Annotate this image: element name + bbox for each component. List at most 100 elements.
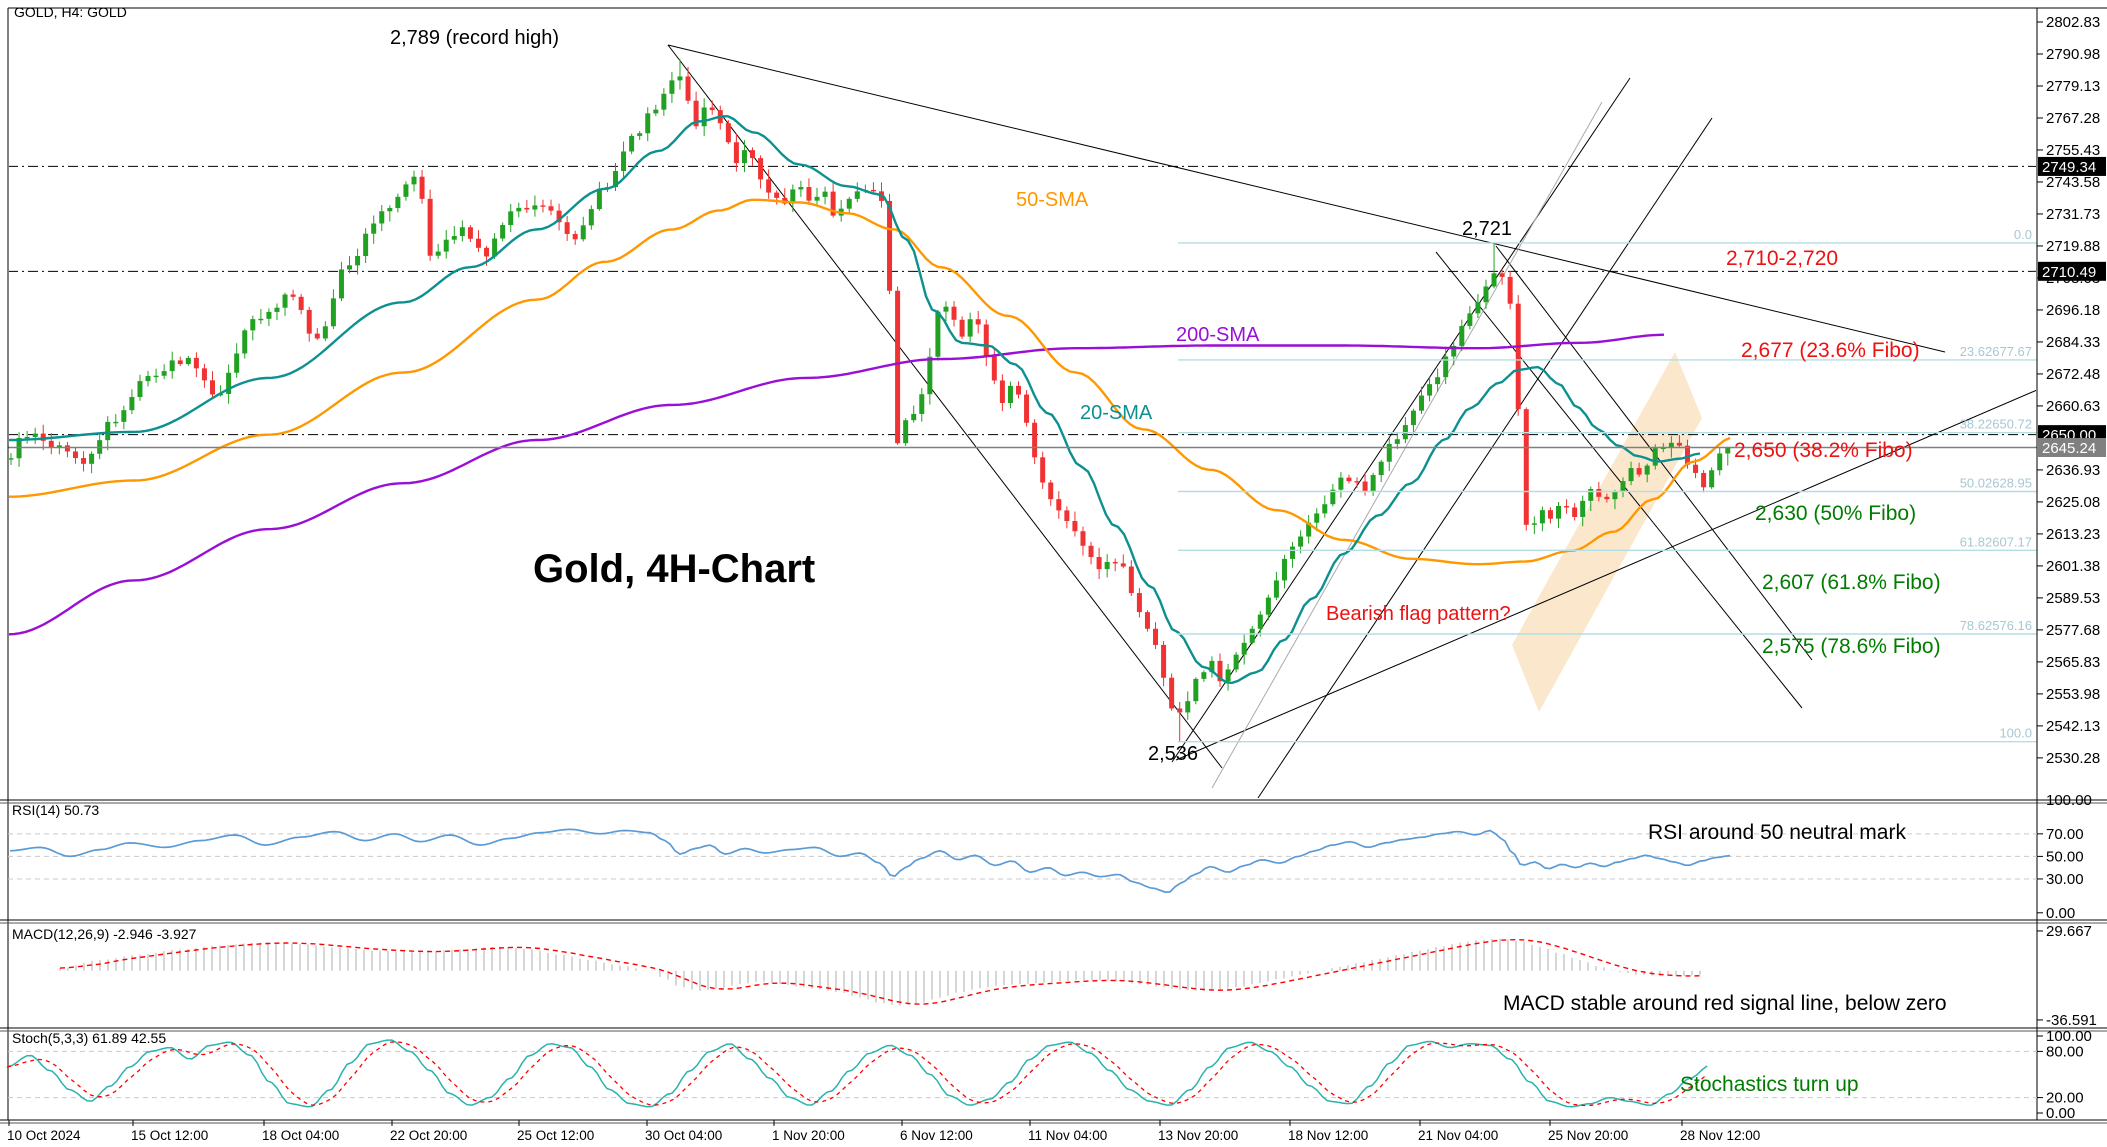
candle-body xyxy=(32,433,38,437)
candle-body xyxy=(9,458,14,460)
stoch-axis-label: 0.00 xyxy=(2046,1105,2075,1122)
candle-body xyxy=(1539,510,1545,524)
candle-body xyxy=(1717,453,1723,471)
candle-body xyxy=(1596,489,1602,497)
candle-body xyxy=(1016,385,1021,395)
sma-20-line xyxy=(9,115,1701,685)
candle-body xyxy=(540,205,546,207)
macd-panel-label: MACD(12,26,9) -2.946 -3.927 xyxy=(12,926,197,942)
candle-body xyxy=(1007,385,1013,403)
candle-body xyxy=(1346,477,1352,482)
candle-body xyxy=(806,187,812,201)
candle-body xyxy=(613,171,618,188)
rsi-panel-label: RSI(14) 50.73 xyxy=(12,802,100,818)
candle-body xyxy=(1265,597,1271,615)
rsi-note: RSI around 50 neutral mark xyxy=(1648,821,1906,844)
price-axis-label: 2553.98 xyxy=(2046,686,2100,703)
candle-body xyxy=(1709,470,1715,488)
candle-body xyxy=(588,209,594,226)
sma-200-line xyxy=(9,333,1665,636)
candle-body xyxy=(1435,377,1441,385)
trendline xyxy=(667,44,1946,353)
rsi-axis-label: 0.00 xyxy=(2046,905,2075,922)
candle-body xyxy=(1225,669,1231,682)
time-axis-label: 10 Oct 2024 xyxy=(7,1128,81,1143)
candle-body xyxy=(1104,561,1110,570)
time-axis-label: 11 Nov 04:00 xyxy=(1028,1128,1107,1143)
candle-body xyxy=(169,360,175,372)
candle-body xyxy=(435,251,441,256)
candle-body xyxy=(572,233,578,240)
candle-body xyxy=(621,151,627,172)
candle-body xyxy=(1040,457,1046,483)
candle-body xyxy=(1572,507,1578,517)
candle-body xyxy=(1515,303,1521,410)
stoch-panel-label: Stoch(5,3,3) 61.89 42.55 xyxy=(12,1030,167,1046)
rsi-panel: 100.00 70.00 50.00 30.00 0.00 xyxy=(8,792,2092,922)
candle-body xyxy=(1064,510,1070,522)
candle-body xyxy=(1684,445,1690,465)
candle-body xyxy=(790,189,796,204)
macd-note: MACD stable around red signal line, belo… xyxy=(1503,992,1947,1015)
price-axis-label: 2802.83 xyxy=(2046,14,2100,31)
candle-body xyxy=(1531,523,1537,525)
candle-body xyxy=(403,184,409,197)
median-trendline xyxy=(1211,101,1603,789)
time-axis: 10 Oct 2024 15 Oct 12:00 18 Oct 04:00 22 Oc… xyxy=(7,1120,1760,1143)
sma20-label: 20-SMA xyxy=(1080,402,1153,424)
candle-body xyxy=(1394,439,1400,444)
candle-body xyxy=(1580,500,1586,517)
macd-axis-label: 29.667 xyxy=(2046,923,2092,940)
time-axis-label: 1 Nov 20:00 xyxy=(772,1128,845,1143)
candle-body xyxy=(677,76,683,81)
time-axis-label: 13 Nov 20:00 xyxy=(1158,1128,1238,1143)
trendline xyxy=(1175,389,2036,761)
fibo-level-label: 78.62576.16 xyxy=(1960,618,2032,633)
candle-body xyxy=(580,225,586,240)
candle-body xyxy=(40,433,46,441)
candle-body xyxy=(975,319,981,325)
candle-body xyxy=(1241,642,1247,655)
candle-body xyxy=(951,306,957,320)
candle-body xyxy=(919,394,925,414)
candle-body xyxy=(459,227,465,237)
candle-body xyxy=(1588,489,1594,501)
candle-body xyxy=(741,150,747,164)
rsi-line xyxy=(9,828,1731,893)
candle-body xyxy=(629,135,635,152)
candle-body xyxy=(1419,395,1424,411)
fibo-level-label: 38.22650.72 xyxy=(1960,417,2032,432)
candle-body xyxy=(709,107,715,111)
trendline xyxy=(1435,251,1803,709)
candle-body xyxy=(733,142,739,164)
candle-body xyxy=(854,191,860,199)
candlestick-series xyxy=(9,59,1731,743)
candle-body xyxy=(903,420,909,444)
candle-body xyxy=(887,200,893,291)
candle-body xyxy=(669,80,675,94)
candle-body xyxy=(1725,447,1731,454)
candle-body xyxy=(798,187,804,190)
price-axis-label: 2542.13 xyxy=(2046,718,2100,735)
time-axis-label: 15 Oct 12:00 xyxy=(131,1128,208,1143)
candle-body xyxy=(516,207,522,212)
candle-body xyxy=(1144,612,1150,629)
price-axis-label: 2755.43 xyxy=(2046,142,2100,159)
candle-body xyxy=(1370,475,1376,492)
candle-body xyxy=(1410,410,1416,426)
candle-body xyxy=(1233,654,1239,670)
price-axis-label: 2565.83 xyxy=(2046,654,2100,671)
candle-body xyxy=(822,191,828,197)
rsi-axis-label: 30.00 xyxy=(2046,871,2084,888)
candle-body xyxy=(1547,510,1553,519)
annotation-bearish-flag: Bearish flag pattern? xyxy=(1326,603,1511,625)
candle-body xyxy=(830,191,836,216)
price-axis-label: 2696.18 xyxy=(2046,302,2100,319)
candle-body xyxy=(564,222,570,234)
price-axis-label: 2672.48 xyxy=(2046,366,2100,383)
candle-body xyxy=(1185,701,1191,713)
